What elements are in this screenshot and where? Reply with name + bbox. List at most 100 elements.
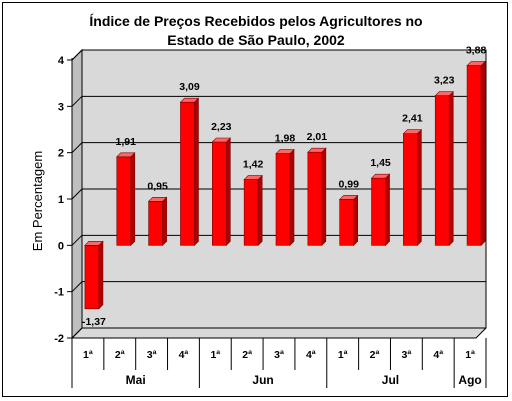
bar-side [353, 194, 358, 247]
y-tick-label: 2 [58, 148, 64, 160]
bar [402, 128, 423, 247]
bar [243, 174, 263, 247]
x-tick-label: 4ª [433, 349, 443, 361]
bar [116, 152, 136, 247]
bar-face [307, 151, 323, 246]
category-axis: 1ª 2ª 3ª 4ª 1ª 2ª 3ª 4ª 1ª 2ª 3ª 4ª 1ª Mai Jun Jul Ago [71, 337, 487, 388]
y-tick-label: -2 [54, 333, 64, 345]
bar [179, 97, 200, 247]
bar-top [211, 137, 232, 143]
data-labels: -1,37 1,91 0,95 3,09 2,23 1,42 1,98 2,01 0,99 1,4… [82, 45, 487, 328]
bar-side [385, 173, 390, 247]
group-label: Mai [126, 373, 146, 387]
bar [84, 240, 104, 310]
bar-top [338, 195, 359, 200]
bar-face [339, 199, 354, 246]
x-tick-label: 2ª [242, 349, 252, 361]
bar [370, 173, 391, 247]
bar-side [130, 152, 136, 247]
data-label: 0,95 [147, 180, 168, 192]
bar-top [307, 147, 327, 153]
bar [147, 196, 168, 247]
bar-side [448, 90, 454, 247]
data-label: 1,98 [275, 133, 296, 145]
data-label: 1,42 [243, 159, 264, 171]
x-tick-label: 4ª [306, 349, 316, 361]
y-tick-label: 4 [58, 55, 65, 67]
bar-face [434, 95, 450, 246]
data-label: 2,23 [211, 121, 232, 133]
bar-top [243, 175, 263, 180]
bar-face [371, 177, 386, 246]
bars [84, 60, 486, 310]
x-tick-label: 1ª [465, 349, 475, 361]
gridline [71, 188, 486, 200]
x-tick-label: 3ª [147, 349, 157, 361]
y-axis-label: Em Percentagem [30, 151, 45, 251]
bar [434, 90, 454, 247]
bar-top [434, 91, 454, 96]
bar-side [98, 240, 104, 310]
bar-face [180, 101, 195, 246]
bar-face [403, 133, 418, 246]
bar [466, 60, 486, 247]
bar-top [116, 152, 136, 158]
bar [307, 147, 327, 247]
bar-face [275, 153, 291, 246]
y-tick-label: 0 [58, 240, 64, 252]
bar-side [321, 147, 327, 247]
data-label: 3,88 [466, 45, 487, 57]
bar-top [466, 61, 486, 66]
bar-face [148, 201, 163, 246]
bar-top [402, 129, 423, 134]
bar-side [162, 196, 167, 247]
group-label: Ago [458, 373, 481, 387]
bar-face [466, 65, 482, 246]
y-tick-label: 1 [58, 194, 64, 206]
x-tick-label: 3ª [402, 349, 412, 361]
bar-side [257, 174, 263, 247]
chart-title-line2: Estado de São Paulo, 2002 [167, 32, 345, 48]
data-label: 3,23 [434, 75, 455, 87]
bar-side [226, 137, 231, 247]
bar [338, 194, 359, 247]
x-tick-label: 2ª [370, 349, 380, 361]
x-tick-label: 3ª [274, 349, 284, 361]
data-label: 2,01 [307, 131, 328, 143]
bar-face [212, 141, 227, 246]
bar-top [370, 173, 391, 179]
group-label: Jul [382, 373, 399, 387]
data-label: -1,37 [82, 316, 106, 328]
data-label: 1,91 [116, 136, 137, 148]
x-tick-label: 2ª [115, 349, 125, 361]
data-label: 2,41 [402, 113, 423, 125]
bar-side [289, 148, 295, 247]
gridline [71, 95, 486, 107]
bar-side [417, 128, 422, 247]
x-tick-label: 1ª [210, 349, 220, 361]
bar [211, 137, 232, 247]
gridline [71, 49, 486, 61]
bar-face [84, 245, 100, 310]
bar-top [275, 149, 295, 154]
bar-top [179, 97, 200, 103]
bar-side [194, 97, 199, 247]
group-label: Jun [252, 373, 273, 387]
gridline [71, 281, 486, 293]
x-tick-label: 1ª [83, 349, 93, 361]
gridline [71, 142, 486, 154]
bar-face [116, 156, 132, 246]
data-label: 3,09 [179, 81, 200, 93]
bar-top [84, 241, 104, 246]
data-label: 0,99 [338, 178, 359, 190]
axes [67, 58, 73, 339]
bar-top [147, 197, 168, 202]
data-label: 1,45 [370, 157, 391, 169]
gridline [71, 327, 486, 339]
y-tick-label: -1 [54, 287, 64, 299]
y-tick-labels: -2 -1 0 1 2 3 4 [54, 55, 65, 345]
bar [275, 148, 295, 247]
chart-title-line1: Índice de Preços Recebidos pelos Agricul… [89, 13, 422, 29]
bar-face [243, 179, 259, 246]
